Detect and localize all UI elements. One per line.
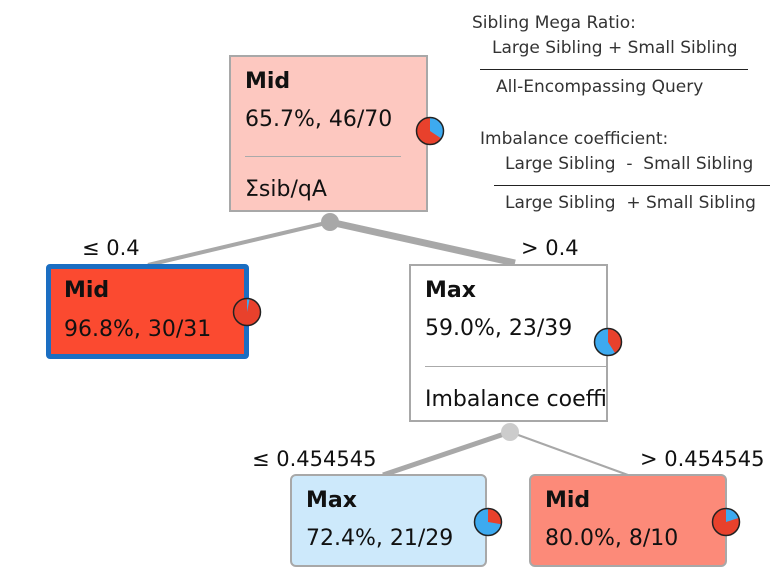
threshold-right-right: > 0.454545: [640, 447, 765, 471]
pie-minority-slice: [726, 508, 739, 522]
pie-minority-slice: [608, 328, 622, 354]
edge-root-left: [147, 220, 331, 267]
mega-ratio-numerator: Large Sibling + Small Sibling: [492, 38, 738, 58]
pie-outline: [711, 507, 741, 537]
node-separator: [245, 156, 401, 157]
imbalance-fraction-bar: [494, 185, 770, 186]
pie-outline: [473, 507, 503, 537]
threshold-left: ≤ 0.4: [82, 236, 140, 260]
node-root[interactable]: Mid 65.7%, 46/70 Σsib/qA: [229, 55, 445, 212]
node-split-attribute: Imbalance coeffi: [425, 387, 607, 412]
mega-ratio-title: Sibling Mega Ratio:: [472, 13, 636, 33]
class-distribution-pie-icon: [593, 327, 623, 357]
node-right-left-leaf[interactable]: Max 72.4%, 21/29: [290, 474, 503, 567]
node-class-label: Mid: [545, 488, 591, 513]
pie-outline: [415, 116, 445, 146]
pie-outline: [593, 327, 623, 357]
class-distribution-pie-icon: [415, 116, 445, 146]
node-class-label: Mid: [245, 69, 291, 94]
pie-minority-slice: [247, 298, 250, 312]
class-distribution-pie-icon: [232, 297, 262, 327]
mega-ratio-fraction-bar: [480, 69, 748, 70]
node-stat: 59.0%, 23/39: [425, 316, 573, 341]
node-left-leaf[interactable]: Mid 96.8%, 30/31: [46, 264, 262, 359]
pie-minority-slice: [488, 508, 502, 525]
edge-root-right: [329, 218, 516, 267]
node-stat: 80.0%, 8/10: [545, 526, 679, 551]
threshold-right: > 0.4: [521, 236, 579, 260]
root-split-dot[interactable]: [321, 213, 339, 231]
class-distribution-pie-icon: [473, 507, 503, 537]
pie-outline: [232, 297, 262, 327]
node-right[interactable]: Max 59.0%, 23/39 Imbalance coeffi: [409, 264, 623, 422]
node-class-label: Max: [306, 488, 357, 513]
node-separator: [425, 366, 606, 367]
mega-ratio-denominator: All-Encompassing Query: [496, 77, 704, 97]
threshold-right-left: ≤ 0.454545: [252, 447, 377, 471]
right-split-dot[interactable]: [501, 423, 519, 441]
imbalance-denominator: Large Sibling + Small Sibling: [505, 193, 756, 213]
node-split-attribute: Σsib/qA: [245, 177, 327, 202]
edge-right-left: [382, 429, 511, 478]
class-distribution-pie-icon: [711, 507, 741, 537]
edge-right-right: [509, 431, 629, 476]
imbalance-numerator: Large Sibling - Small Sibling: [505, 154, 754, 174]
node-stat: 72.4%, 21/29: [306, 526, 454, 551]
node-stat: 96.8%, 30/31: [64, 317, 212, 342]
node-class-label: Max: [425, 278, 476, 303]
node-class-label: Mid: [64, 278, 110, 303]
node-stat: 65.7%, 46/70: [245, 107, 393, 132]
node-right-right-leaf[interactable]: Mid 80.0%, 8/10: [529, 474, 741, 567]
imbalance-title: Imbalance coefficient:: [480, 129, 669, 149]
